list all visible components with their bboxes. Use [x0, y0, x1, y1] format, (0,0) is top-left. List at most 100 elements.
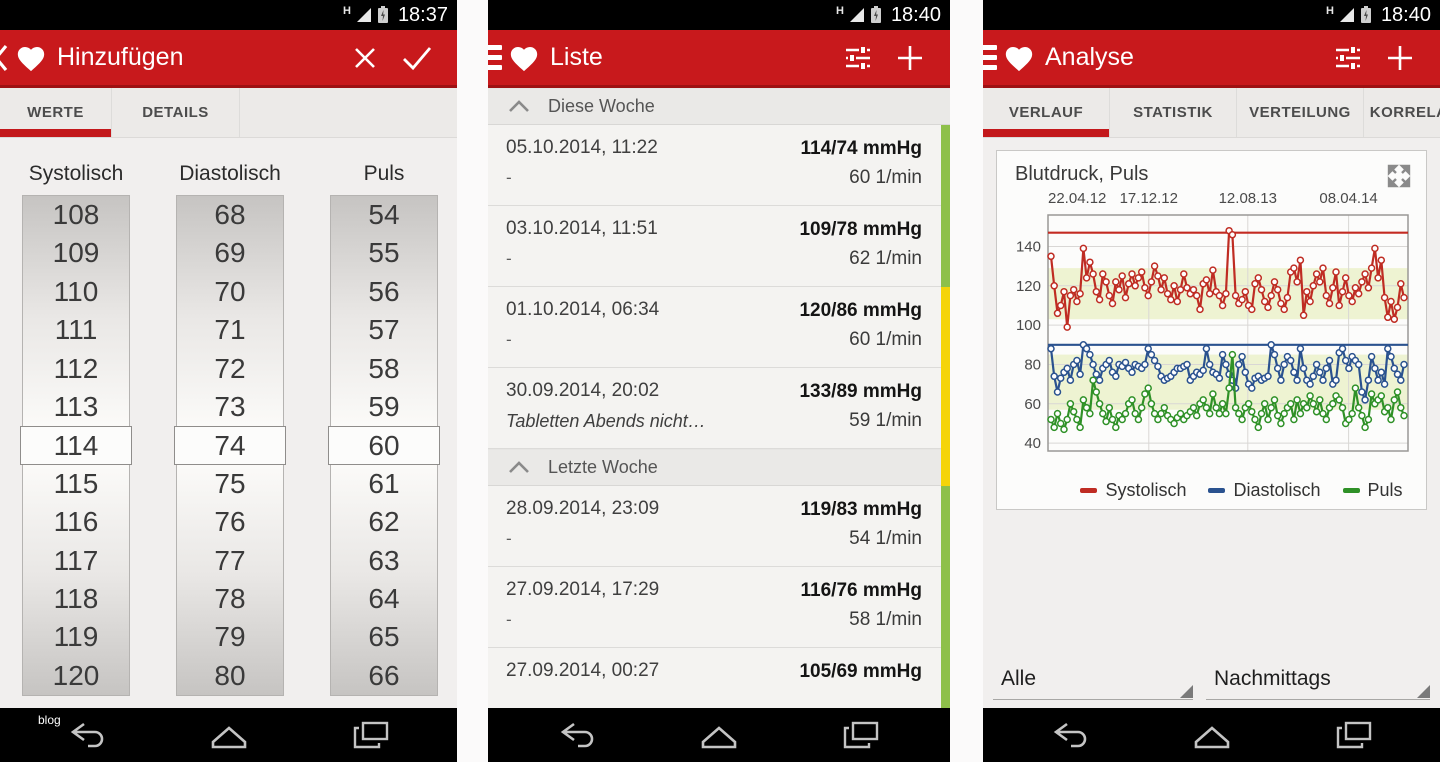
- picker-value-65[interactable]: 65: [368, 621, 400, 653]
- picker-value-76[interactable]: 76: [214, 506, 246, 538]
- measurement-note: -: [506, 168, 512, 187]
- android-nav-bar: [488, 708, 950, 762]
- tab-verteilung[interactable]: VERTEILUNG: [1237, 88, 1364, 137]
- bp-value: 109/78 mmHg: [799, 219, 922, 240]
- bp-history-chart[interactable]: 40 60 80 100 120 140 22.04.12 17.12.12 12.08.13 0…: [1011, 189, 1414, 471]
- add-measurement-button[interactable]: [884, 29, 936, 87]
- picker-value-119[interactable]: 119: [53, 621, 99, 653]
- measurement-row[interactable]: 03.10.2014, 11:51 - 109/78 mmHg 62 1/min: [488, 206, 950, 762]
- picker-value-59[interactable]: 59: [368, 390, 400, 422]
- picker-value-54[interactable]: 54: [368, 199, 400, 230]
- back-nav-icon[interactable]: [556, 720, 598, 750]
- picker-value-117[interactable]: 117: [53, 544, 99, 576]
- cancel-button[interactable]: [339, 29, 391, 87]
- battery-icon: [1360, 6, 1371, 23]
- menu-icon[interactable]: [488, 45, 502, 70]
- picker-value-73[interactable]: 73: [214, 390, 246, 422]
- category-filter-dropdown[interactable]: Alle: [993, 663, 1193, 700]
- picker-value-74[interactable]: 74: [174, 426, 286, 465]
- measurement-row[interactable]: 01.10.2014, 06:34 - 120/86 mmHg 60 1/min: [488, 287, 950, 762]
- bp-value: 120/86 mmHg: [799, 300, 922, 321]
- measurement-date: 28.09.2014, 23:09: [506, 498, 660, 519]
- clock: 18:37: [397, 3, 448, 26]
- diastolic-picker[interactable]: 68 69 70 71 72 73 74 75 76 77 78 79 80: [174, 195, 286, 697]
- picker-value-109[interactable]: 109: [52, 237, 100, 269]
- back-nav-icon[interactable]: [1049, 720, 1091, 750]
- systolic-picker[interactable]: 108 109 110 111 112 113 114 115 116 117 118 119 120: [20, 195, 132, 697]
- picker-value-55[interactable]: 55: [368, 237, 400, 269]
- back-nav-icon[interactable]: [66, 720, 108, 750]
- fullscreen-icon[interactable]: [1386, 163, 1412, 189]
- picker-value-120[interactable]: 120: [52, 659, 100, 691]
- picker-value-58[interactable]: 58: [368, 352, 400, 384]
- picker-value-64[interactable]: 64: [368, 582, 400, 614]
- picker-value-60[interactable]: 60: [328, 426, 440, 465]
- measurement-row[interactable]: 28.09.2014, 23:09 - 119/83 mmHg 54 1/min: [488, 486, 950, 762]
- picker-value-61[interactable]: 61: [368, 467, 400, 499]
- tune-icon: [846, 44, 870, 71]
- picker-value-78[interactable]: 78: [214, 582, 246, 614]
- picker-value-116[interactable]: 116: [53, 506, 99, 538]
- bp-value: 119/83 mmHg: [800, 499, 922, 520]
- picker-value-113[interactable]: 113: [53, 390, 99, 422]
- back-chevron-icon[interactable]: [0, 43, 9, 73]
- home-nav-icon[interactable]: [698, 720, 740, 750]
- picker-value-118[interactable]: 118: [53, 582, 99, 614]
- picker-value-71[interactable]: 71: [214, 314, 246, 346]
- picker-value-77[interactable]: 77: [214, 544, 246, 576]
- recents-nav-icon[interactable]: [1333, 720, 1375, 750]
- picker-value-72[interactable]: 72: [214, 352, 246, 384]
- picker-value-112[interactable]: 112: [53, 352, 99, 384]
- battery-icon: [377, 6, 388, 23]
- home-nav-icon[interactable]: [208, 720, 250, 750]
- picker-value-62[interactable]: 62: [368, 506, 400, 538]
- filter-button[interactable]: [832, 29, 884, 87]
- picker-value-110[interactable]: 110: [53, 275, 99, 307]
- measurement-row[interactable]: 27.09.2014, 17:29 - 116/76 mmHg 58 1/min: [488, 567, 950, 762]
- section-header[interactable]: Diese Woche: [488, 88, 950, 125]
- picker-value-114[interactable]: 114: [20, 426, 132, 465]
- recents-nav-icon[interactable]: [840, 720, 882, 750]
- picker-value-75[interactable]: 75: [214, 467, 246, 499]
- confirm-button[interactable]: [391, 29, 443, 87]
- picker-label-systolic: Systolisch: [28, 162, 124, 185]
- picker-value-80[interactable]: 80: [214, 659, 246, 691]
- menu-icon[interactable]: [983, 45, 997, 70]
- measurement-row[interactable]: 05.10.2014, 11:22 - 114/74 mmHg 60 1/min: [488, 125, 950, 762]
- svg-text:60: 60: [1024, 396, 1041, 413]
- picker-value-70[interactable]: 70: [214, 275, 246, 307]
- daytime-filter-dropdown[interactable]: Nachmittags: [1206, 663, 1430, 700]
- status-color-strip: [941, 648, 950, 762]
- tab-werte[interactable]: WERTE: [0, 88, 112, 137]
- pulse-picker[interactable]: 54 55 56 57 58 59 60 61 62 63 64 65 66: [328, 195, 440, 697]
- add-measurement-button[interactable]: [1374, 29, 1426, 87]
- legend-color-dash: [1342, 488, 1360, 493]
- picker-value-57[interactable]: 57: [368, 314, 400, 346]
- picker-value-115[interactable]: 115: [53, 467, 99, 499]
- recents-nav-icon[interactable]: [350, 720, 392, 750]
- picker-value-63[interactable]: 63: [368, 544, 400, 576]
- panel-gap: [950, 0, 983, 762]
- tab-korrelation[interactable]: KORRELATION: [1364, 88, 1440, 137]
- picker-value-108[interactable]: 108: [52, 199, 100, 230]
- heart-logo-icon: [1005, 46, 1033, 72]
- home-nav-icon[interactable]: [1191, 720, 1233, 750]
- bp-value: 105/69 mmHg: [799, 661, 922, 682]
- tab-verlauf[interactable]: VERLAUF: [983, 88, 1110, 137]
- picker-value-66[interactable]: 66: [368, 659, 400, 691]
- svg-text:17.12.12: 17.12.12: [1120, 190, 1178, 207]
- measurement-row[interactable]: 30.09.2014, 20:02 Tabletten Abends nicht……: [488, 368, 950, 762]
- filter-button[interactable]: [1322, 29, 1374, 87]
- panel-gap: [457, 0, 488, 762]
- tab-statistik[interactable]: STATISTIK: [1110, 88, 1237, 137]
- measurement-note: Tabletten Abends nicht…: [506, 411, 706, 431]
- page-title: Analyse: [1045, 43, 1134, 71]
- picker-value-69[interactable]: 69: [214, 237, 246, 269]
- picker-value-111[interactable]: 111: [54, 314, 98, 346]
- section-header[interactable]: Letzte Woche: [488, 449, 950, 486]
- picker-value-79[interactable]: 79: [214, 621, 246, 653]
- tune-icon: [1336, 44, 1360, 71]
- tab-details[interactable]: DETAILS: [112, 88, 240, 137]
- picker-value-68[interactable]: 68: [214, 199, 246, 230]
- picker-value-56[interactable]: 56: [368, 275, 400, 307]
